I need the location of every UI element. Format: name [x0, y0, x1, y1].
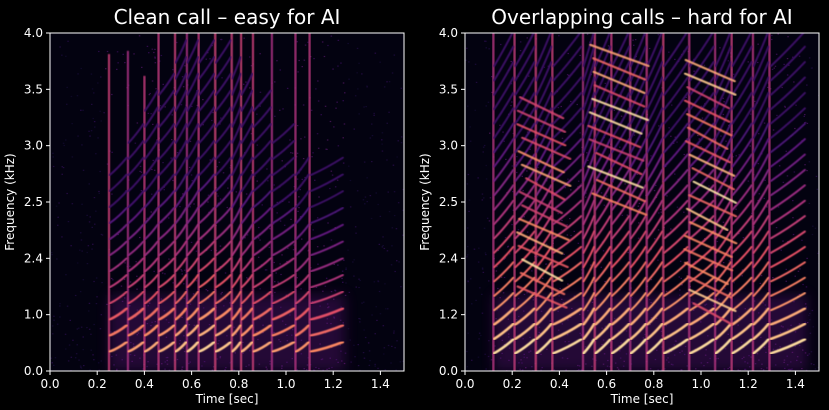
call-onset-column	[551, 33, 554, 371]
y-axis-label: Frequency (kHz)	[418, 153, 432, 250]
call-onset-column	[308, 33, 311, 371]
harmonic-stack	[127, 123, 145, 353]
harmonic-stack	[108, 156, 128, 353]
harmonic-stack	[752, 33, 770, 355]
x-tick-label: 1.0	[276, 377, 295, 391]
x-tick-label: 0.4	[135, 377, 154, 391]
call-onset-column	[173, 33, 177, 371]
harmonic-stack	[174, 39, 188, 353]
spectrogram-image	[465, 33, 819, 371]
harmonic-stack	[769, 33, 807, 355]
call-onset-column	[251, 33, 255, 371]
x-tick-label: 0.4	[550, 377, 569, 391]
y-tick-label: 3.5	[24, 82, 43, 96]
spectrogram-panel-overlapping: 0.0 0.2 0.4 0.6 0.8 1.0 1.2 1.4 0.0 1.2 2.4 2.5 3.0 3…	[418, 5, 820, 406]
x-tick-label: 0.8	[644, 377, 663, 391]
y-tick-label: 0.0	[439, 364, 458, 378]
call-onset-column	[157, 33, 160, 371]
harmonic-stack	[582, 33, 596, 355]
call-onset-column	[294, 33, 297, 371]
harmonic-stack	[492, 33, 515, 355]
call-onset-column	[126, 50, 130, 371]
overlapping-call	[516, 43, 738, 326]
call-onset-column	[662, 33, 665, 371]
x-tick-label: 1.2	[324, 377, 343, 391]
y-tick-label: 2.5	[439, 195, 458, 209]
harmonic-stack	[731, 33, 753, 355]
harmonic-stack	[143, 89, 159, 353]
call-onset-column	[629, 33, 632, 371]
harmonic-stack	[594, 33, 612, 355]
call-onset-column	[492, 33, 495, 371]
y-tick-label: 2.4	[439, 251, 458, 265]
harmonic-stack	[240, 72, 254, 353]
y-tick-label: 4.0	[24, 26, 43, 40]
call-onset-column	[534, 33, 537, 371]
call-onset-column	[730, 33, 733, 371]
y-tick-label: 3.0	[439, 139, 458, 153]
x-axis-label: Time [sec]	[195, 392, 259, 406]
harmonic-stack	[157, 72, 176, 353]
call-onset-column	[230, 33, 233, 371]
call-onset-column	[270, 33, 274, 371]
y-tick-label: 1.2	[439, 308, 458, 322]
y-axis-label: Frequency (kHz)	[3, 153, 17, 250]
call-onset-column	[593, 33, 596, 371]
y-tick-label: 1.0	[24, 308, 43, 322]
call-onset-column	[713, 33, 717, 371]
x-tick-label: 0.6	[182, 377, 201, 391]
y-tick-label: 0.0	[24, 364, 43, 378]
harmonic-stack	[214, 39, 232, 353]
y-tick-label: 3.0	[24, 139, 43, 153]
x-tick-label: 0.2	[503, 377, 522, 391]
harmonic-stack	[646, 33, 664, 355]
x-tick-label: 0.0	[40, 377, 59, 391]
chart-title: Clean call – easy for AI	[114, 5, 341, 29]
call-onset-column	[688, 33, 691, 371]
x-tick-label: 0.8	[229, 377, 248, 391]
spectrogram-panel-clean: 0.0 0.2 0.4 0.6 0.8 1.0 1.2 1.4 0.0 1.0 2.4 2.5 3.0 3…	[3, 5, 405, 406]
harmonic-stack	[294, 156, 311, 353]
call-onset-column	[239, 33, 243, 371]
call-onset-column	[513, 33, 516, 371]
x-tick-label: 1.0	[691, 377, 710, 391]
call-onset-column	[645, 33, 648, 371]
y-tick-label: 2.5	[24, 195, 43, 209]
x-tick-label: 0.6	[597, 377, 616, 391]
y-tick-label: 4.0	[439, 26, 458, 40]
call-onset-column	[751, 33, 755, 371]
spectrogram-image	[50, 33, 404, 371]
y-tick-label: 2.4	[24, 251, 43, 265]
call-onset-column	[197, 33, 200, 371]
call-onset-column	[107, 54, 111, 371]
call-onset-column	[185, 33, 189, 371]
y-tick-label: 3.5	[439, 82, 458, 96]
x-tick-label: 1.4	[786, 377, 805, 391]
harmonic-stack	[198, 39, 216, 353]
x-tick-label: 1.2	[739, 377, 758, 391]
harmonic-stack	[271, 123, 296, 353]
harmonic-stack	[252, 89, 272, 353]
harmonic-stack	[230, 56, 242, 353]
call-onset-column	[581, 33, 585, 371]
x-tick-label: 0.0	[455, 377, 474, 391]
chart-title: Overlapping calls – hard for AI	[491, 5, 792, 29]
harmonic-stack	[309, 156, 345, 353]
harmonic-stack	[186, 39, 200, 353]
x-tick-label: 0.2	[88, 377, 107, 391]
call-onset-column	[214, 33, 217, 371]
x-axis-label: Time [sec]	[610, 392, 674, 406]
call-onset-column	[768, 33, 771, 371]
x-tick-label: 1.4	[371, 377, 390, 391]
